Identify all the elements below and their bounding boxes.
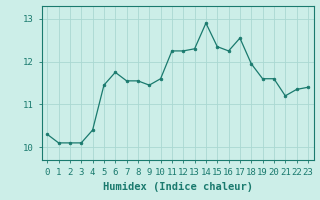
X-axis label: Humidex (Indice chaleur): Humidex (Indice chaleur) [103, 182, 252, 192]
